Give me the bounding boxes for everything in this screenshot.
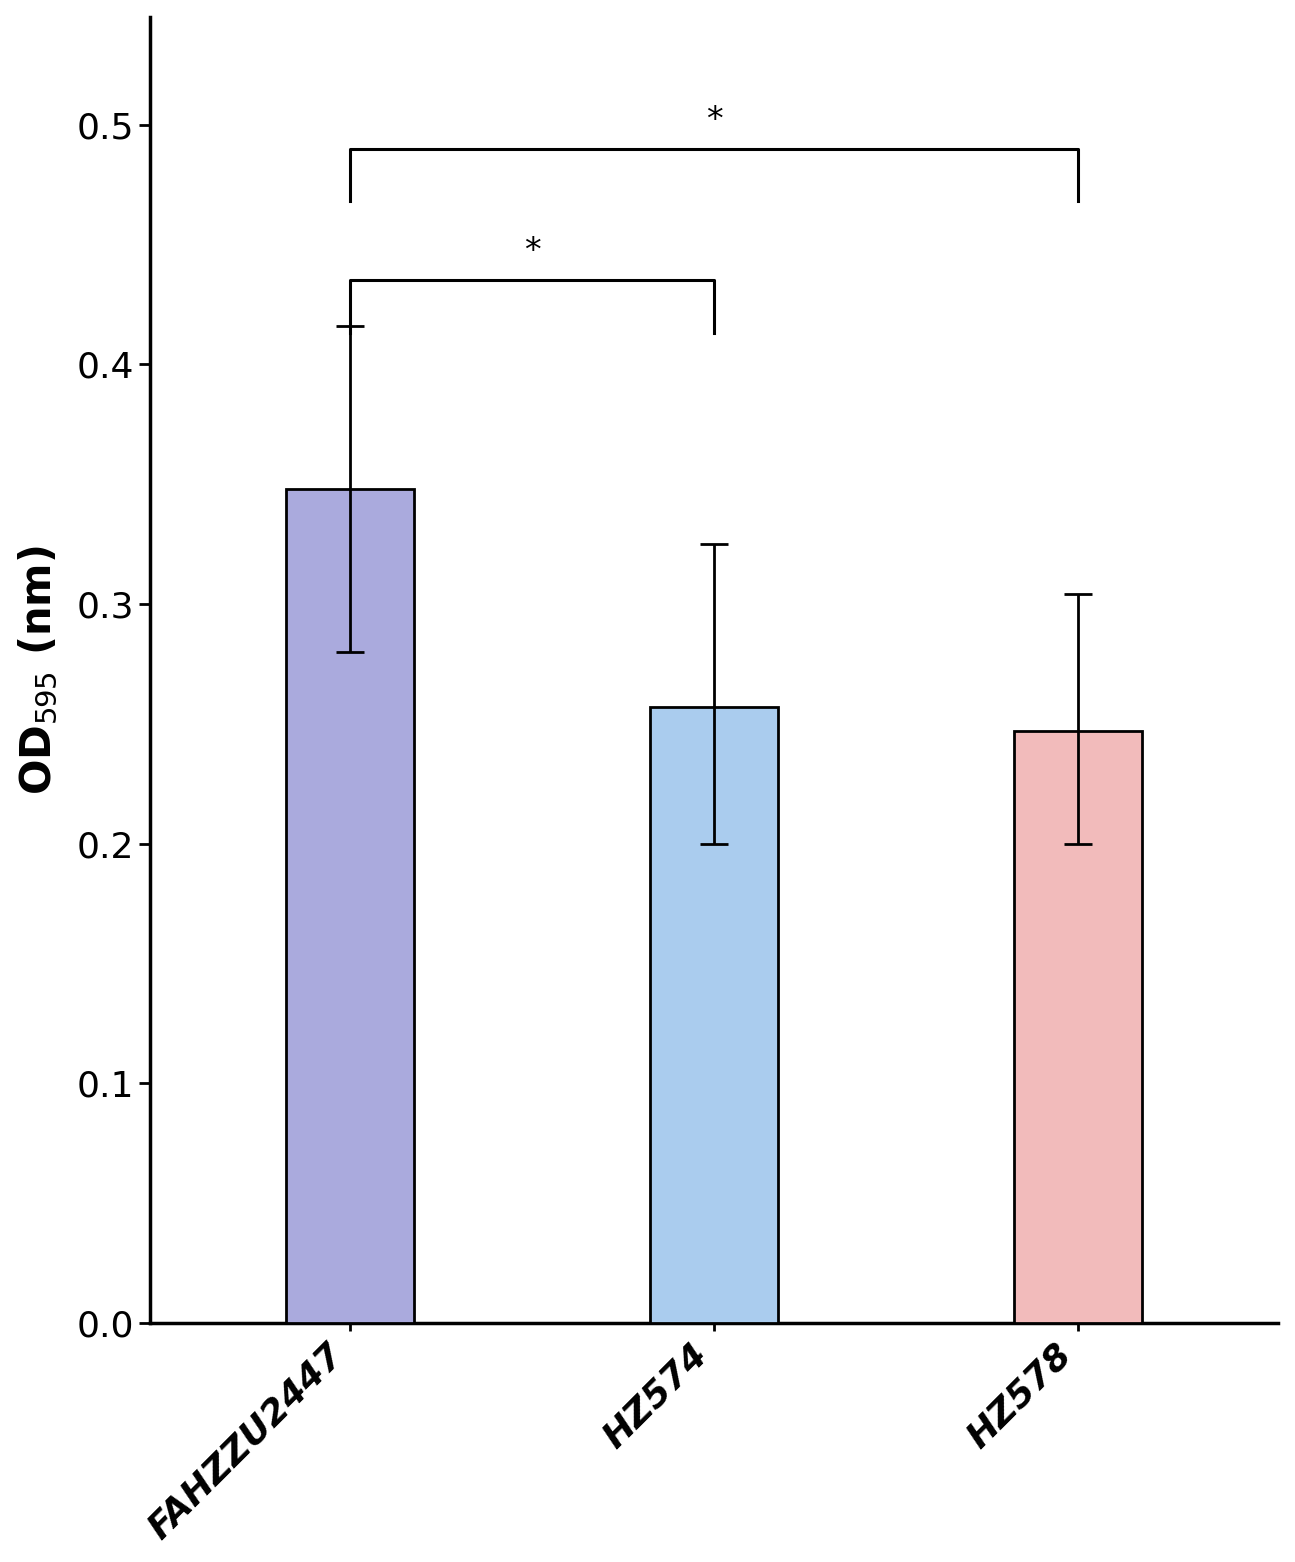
Y-axis label: OD$_{595}$ (nm): OD$_{595}$ (nm) [17, 545, 60, 795]
Bar [286, 489, 414, 1323]
Text: *: * [524, 236, 540, 269]
Bar [650, 708, 778, 1323]
Bar [1014, 731, 1142, 1323]
Text: *: * [706, 103, 723, 136]
